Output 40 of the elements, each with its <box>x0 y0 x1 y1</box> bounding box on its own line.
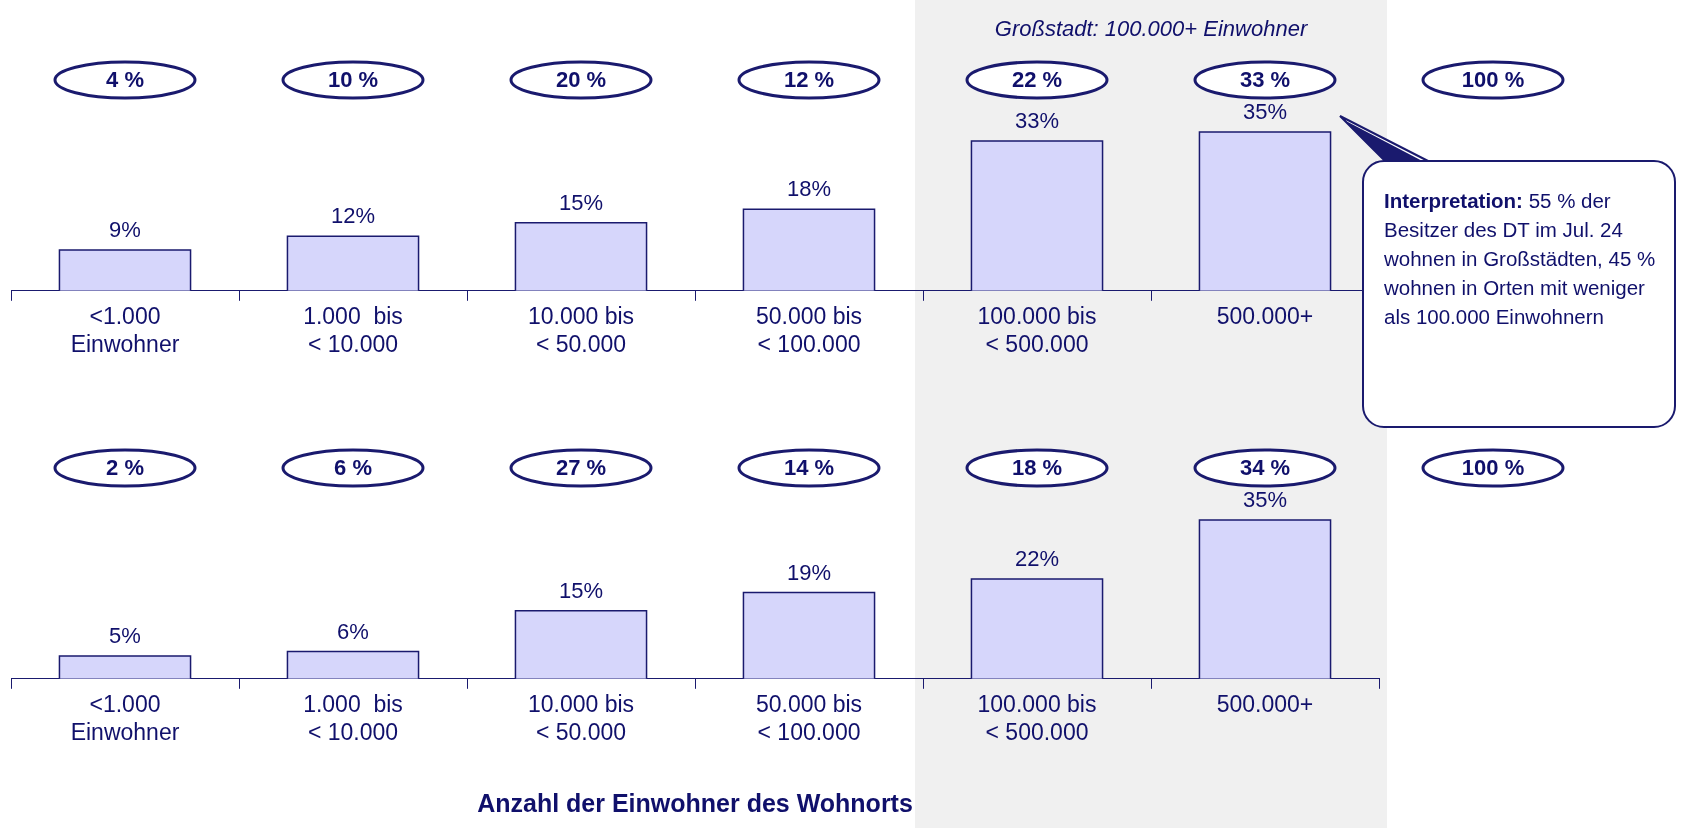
x-tick-label: 500.000+ <box>1216 302 1314 329</box>
data-label: 33% <box>1014 108 1060 134</box>
text: 2 % <box>106 455 144 481</box>
data-label: 6% <box>337 618 369 644</box>
x-tick-label: 100.000 bis < 500.000 <box>977 690 1097 745</box>
data-label: 19% <box>786 559 832 585</box>
text: 12 % <box>783 67 835 93</box>
text: 34 % <box>1239 455 1291 481</box>
text: 100 % <box>1461 67 1525 93</box>
text: 22 % <box>1011 67 1063 93</box>
text: 33 % <box>1239 67 1291 93</box>
text: 18 % <box>1011 455 1063 481</box>
x-tick-label: 100.000 bis < 500.000 <box>977 302 1097 357</box>
band-label: Großstadt: 100.000+ Einwohner <box>994 16 1309 42</box>
text: 4 % <box>106 67 144 93</box>
data-label: 9% <box>109 217 141 243</box>
data-label: 35% <box>1242 487 1288 513</box>
data-label: 12% <box>330 203 376 229</box>
text: 100 % <box>1461 455 1525 481</box>
data-label: 15% <box>558 189 604 215</box>
x-tick-label: 10.000 bis < 50.000 <box>527 302 635 357</box>
text: 20 % <box>555 67 607 93</box>
x-tick-label: 50.000 bis < 100.000 <box>755 302 863 357</box>
data-label: 15% <box>558 577 604 603</box>
x-axis-title: Anzahl der Einwohner des Wohnorts <box>477 788 913 817</box>
x-tick-label: 50.000 bis < 100.000 <box>755 690 863 745</box>
data-label: 22% <box>1014 546 1060 572</box>
text: 14 % <box>783 455 835 481</box>
data-label: 18% <box>786 176 832 202</box>
text: 27 % <box>555 455 607 481</box>
x-tick-label: 10.000 bis < 50.000 <box>527 690 635 745</box>
x-tick-label: <1.000 Einwohner <box>70 302 180 357</box>
x-tick-label: 1.000 bis < 10.000 <box>303 690 403 745</box>
x-tick-label: 500.000+ <box>1216 690 1314 717</box>
data-label: 35% <box>1242 99 1288 125</box>
x-tick-label: <1.000 Einwohner <box>70 690 180 745</box>
x-tick-label: 1.000 bis < 10.000 <box>303 302 403 357</box>
data-label: 5% <box>109 623 141 649</box>
text: 6 % <box>334 455 372 481</box>
text: 10 % <box>327 67 379 93</box>
